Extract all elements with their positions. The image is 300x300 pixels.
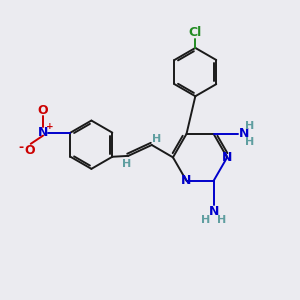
Text: H: H (201, 215, 210, 225)
Text: H: H (245, 137, 255, 147)
Text: N: N (38, 125, 48, 139)
Text: Cl: Cl (189, 26, 202, 39)
Text: N: N (208, 205, 219, 218)
Text: H: H (152, 134, 161, 143)
Text: N: N (222, 151, 232, 164)
Text: O: O (38, 104, 48, 117)
Text: O: O (24, 144, 34, 157)
Text: H: H (217, 215, 226, 225)
Text: H: H (122, 158, 131, 169)
Text: -: - (19, 141, 24, 154)
Text: +: + (46, 122, 54, 130)
Text: N: N (239, 127, 249, 140)
Text: N: N (181, 174, 192, 187)
Text: H: H (245, 121, 255, 131)
